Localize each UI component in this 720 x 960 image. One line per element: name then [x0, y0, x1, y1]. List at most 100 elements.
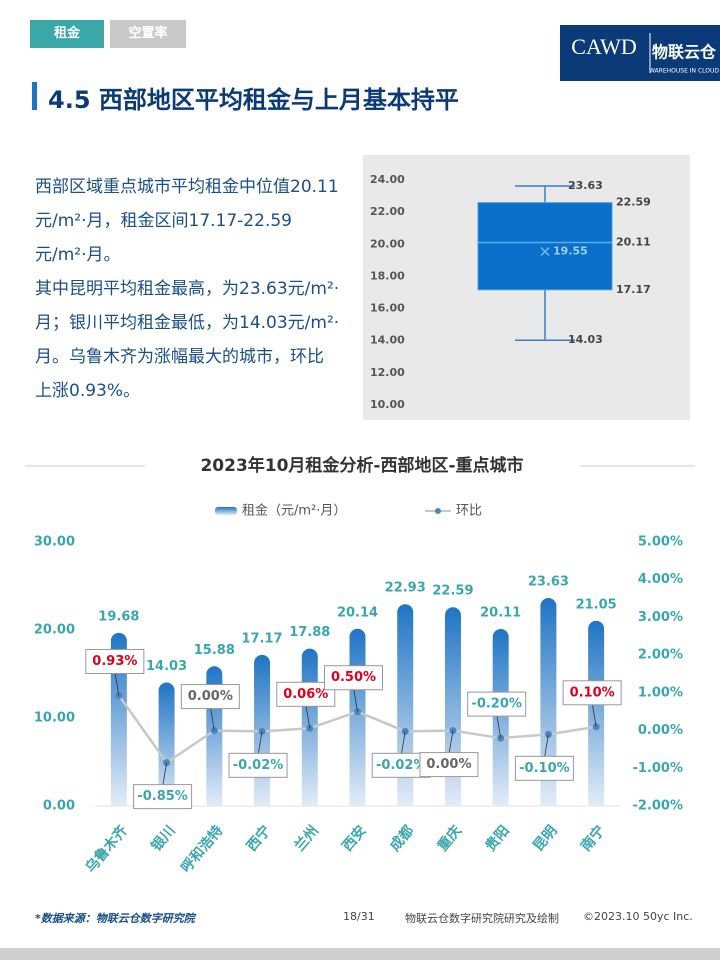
line-value-label: 0.00% [426, 757, 471, 772]
paragraph: 其中昆明平均租金最高，为23.63元/m²·月；银川平均租金最低，为14.03元… [35, 279, 340, 401]
y-tick-label: 12.00 [370, 366, 405, 379]
paragraph-block: 西部区域重点城市平均租金中位值20.11元/m²·月，租金区间17.17-22.… [35, 170, 340, 408]
bar [349, 628, 366, 806]
logo-tagline: WAREHOUSE IN CLOUD [649, 68, 719, 75]
mean-marker [540, 247, 550, 256]
tab[interactable]: 租金 [30, 20, 104, 48]
y-tick-label: 10.00 [34, 711, 75, 726]
label-box [180, 684, 240, 710]
box [477, 202, 613, 291]
label-box [324, 665, 383, 691]
line-value-label: -0.02% [233, 758, 284, 773]
bar [540, 598, 557, 806]
label-box [467, 691, 527, 717]
label-leader [400, 731, 406, 756]
paragraph: 西部区域重点城市平均租金中位值20.11元/m²·月，租金区间17.17-22.… [35, 177, 339, 265]
y2-tick-label: 1.00% [638, 685, 683, 700]
y-tick-label: 14.00 [370, 334, 405, 347]
bar-value-label: 21.05 [576, 597, 617, 612]
y2-tick-label: 4.00% [638, 572, 683, 587]
x-tick-label: 西安 [339, 822, 370, 854]
logo-text: CAWD [571, 34, 636, 59]
line-value-label: -0.10% [519, 761, 570, 776]
x-tick-label: 乌鲁木齐 [82, 821, 132, 876]
line-value-label: -0.85% [137, 789, 188, 804]
x-tick-label: 贵阳 [482, 822, 513, 854]
logo: CAWD 物联云仓 WAREHOUSE IN CLOUD [560, 25, 720, 81]
x-tick-label: 兰州 [291, 822, 322, 854]
bar-value-label: 17.17 [241, 631, 282, 646]
line-value-label: 0.50% [331, 670, 376, 685]
bar-value-label: 14.03 [146, 659, 187, 674]
y2-tick-label: 0.00% [638, 723, 683, 738]
page-number: 18/31 [343, 910, 375, 923]
value-label: 17.17 [616, 283, 651, 296]
y-tick-label: 20.00 [34, 623, 75, 638]
x-tick-label: 银川 [148, 822, 179, 854]
line-point [258, 727, 266, 735]
bar [110, 632, 127, 806]
y-tick-label: 22.00 [370, 205, 405, 218]
value-label: 14.03 [568, 333, 603, 346]
label-leader [209, 706, 215, 731]
bar-value-label: 22.93 [385, 581, 426, 596]
heading: 4.5 西部地区平均租金与上月基本持平 [48, 86, 459, 114]
bar [492, 629, 509, 806]
label-box [562, 680, 622, 706]
label-leader [257, 731, 263, 756]
y-tick-label: 0.00 [43, 799, 75, 814]
legend-label: 租金（元/m²·月） [242, 503, 346, 519]
line-point [163, 759, 171, 767]
label-box [419, 752, 479, 778]
x-tick-label: 呼和浩特 [177, 822, 226, 876]
x-tick-label: 重庆 [434, 822, 465, 854]
source: *数据来源：物联云仓数字研究院 [35, 912, 195, 925]
bar-value-label: 20.11 [480, 606, 521, 621]
bar-value-label: 19.68 [98, 609, 139, 624]
chart-title: 2023年10月租金分析-西部地区-重点城市 [200, 455, 523, 476]
y-tick-label: 10.00 [370, 398, 405, 411]
line-value-label: -0.02% [376, 758, 427, 773]
line-point [401, 727, 409, 735]
line-point [449, 727, 457, 735]
x-tick-label: 昆明 [530, 823, 560, 855]
label-leader [591, 702, 597, 727]
y2-tick-label: -1.00% [633, 761, 684, 776]
y2-tick-label: -2.00% [633, 799, 684, 814]
y-tick-label: 16.00 [370, 302, 405, 315]
label-box [514, 755, 574, 781]
x-tick-label: 南宁 [577, 822, 608, 854]
bar-value-label: 22.59 [432, 584, 473, 599]
y2-tick-label: 5.00% [638, 535, 683, 550]
label-leader [544, 734, 549, 759]
combo-chart: 2023年10月租金分析-西部地区-重点城市 0.00 10.00 20.00 30.… [25, 455, 695, 876]
y2-tick-label: 3.00% [638, 610, 683, 625]
y-tick-label: 20.00 [370, 237, 405, 250]
tab[interactable]: 空置率 [110, 20, 186, 48]
y-tick-label: 18.00 [370, 269, 405, 282]
legend-swatch [435, 508, 441, 514]
line-value-label: -0.20% [471, 697, 522, 712]
x-tick-label: 成都 [386, 822, 417, 854]
value-label: 23.63 [568, 179, 603, 192]
label-box [85, 648, 145, 674]
logo-bg [560, 25, 720, 81]
line-value-label: 0.00% [188, 689, 233, 704]
line-value-label: 0.93% [92, 654, 137, 669]
bottom-bar [0, 948, 720, 960]
value-label: 20.11 [616, 236, 651, 249]
label-leader [305, 704, 311, 729]
legend-label: 环比 [456, 504, 482, 519]
line-value-label: 0.06% [283, 687, 328, 702]
bar-value-label: 17.88 [289, 625, 330, 640]
heading-bar [32, 82, 37, 110]
label-leader [114, 671, 120, 696]
label-leader [353, 687, 358, 712]
bar-value-label: 23.63 [528, 575, 569, 590]
value-label: 19.55 [553, 245, 588, 258]
credit: 物联云仓数字研究院研究及绘制 [405, 912, 559, 925]
label-box [133, 784, 193, 810]
legend-swatch [215, 507, 237, 515]
label-leader [496, 714, 502, 739]
